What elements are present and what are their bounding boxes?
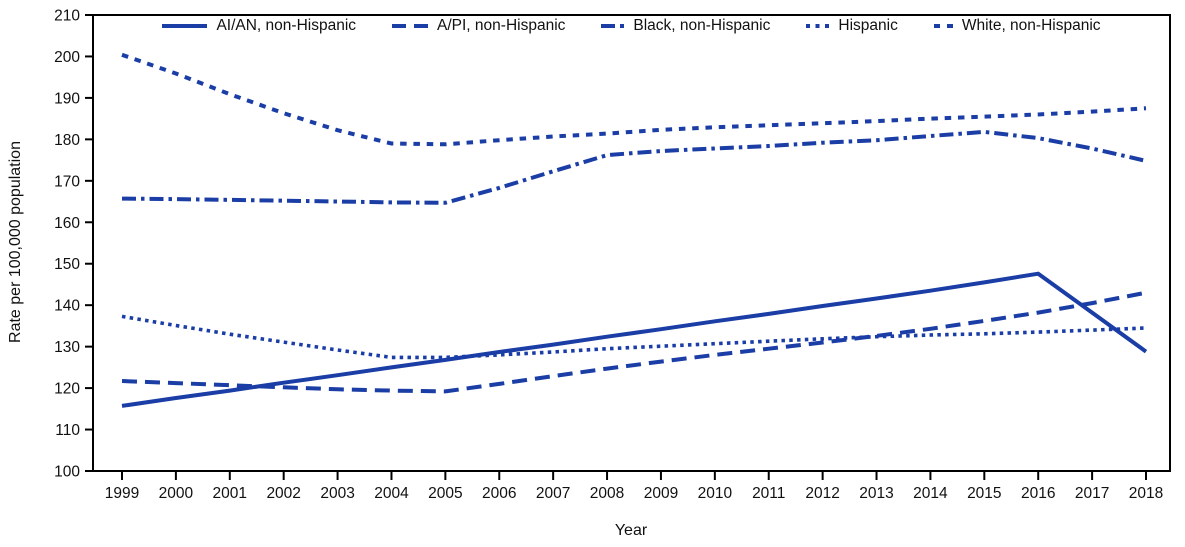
x-tick-label-2006: 2006 — [482, 485, 516, 502]
x-tick-label-2000: 2000 — [159, 485, 194, 502]
series-line-white-non-hispanic — [121, 52, 1147, 147]
x-tick-label-2013: 2013 — [859, 485, 893, 502]
y-axis-title: Rate per 100,000 population — [7, 141, 24, 343]
series-line-black-non-hispanic — [121, 129, 1147, 205]
y-tick-label-160: 160 — [54, 215, 80, 232]
x-axis-title: Year — [614, 522, 648, 539]
y-tick-label-120: 120 — [54, 381, 80, 398]
x-tick-label-2003: 2003 — [320, 485, 354, 502]
x-tick-label-2008: 2008 — [590, 485, 624, 502]
y-tick-label-190: 190 — [54, 90, 80, 107]
x-tick-label-2005: 2005 — [428, 485, 462, 502]
y-tick-label-100: 100 — [54, 464, 80, 481]
x-tick-label-2018: 2018 — [1129, 485, 1163, 502]
x-tick-label-2017: 2017 — [1075, 485, 1109, 502]
y-tick-label-110: 110 — [55, 422, 80, 439]
y-tick-label-140: 140 — [54, 298, 80, 315]
x-tick-label-2011: 2011 — [752, 485, 785, 502]
series-line-a-pi-non-hispanic — [121, 290, 1147, 394]
x-tick-label-2010: 2010 — [698, 485, 733, 502]
x-tick-label-2016: 2016 — [1021, 485, 1055, 502]
x-tick-label-2015: 2015 — [967, 485, 1001, 502]
y-tick-label-150: 150 — [54, 256, 80, 273]
y-tick-label-180: 180 — [54, 132, 80, 149]
x-tick-label-2002: 2002 — [266, 485, 300, 502]
x-tick-label-2007: 2007 — [536, 485, 570, 502]
x-tick-label-2012: 2012 — [805, 485, 839, 502]
series-line-ai-an-non-hispanic — [121, 271, 1148, 408]
series-line-hispanic — [121, 314, 1147, 360]
x-tick-label-2009: 2009 — [644, 485, 678, 502]
y-tick-label-210: 210 — [54, 8, 80, 25]
x-tick-label-2004: 2004 — [374, 485, 409, 502]
y-tick-label-130: 130 — [54, 339, 80, 356]
x-tick-label-1999: 1999 — [105, 485, 139, 502]
x-tick-label-2014: 2014 — [913, 485, 948, 502]
x-tick-label-2001: 2001 — [213, 485, 247, 502]
plot-frame — [92, 14, 1171, 472]
y-tick-label-170: 170 — [54, 173, 80, 190]
y-tick-label-200: 200 — [54, 49, 80, 66]
